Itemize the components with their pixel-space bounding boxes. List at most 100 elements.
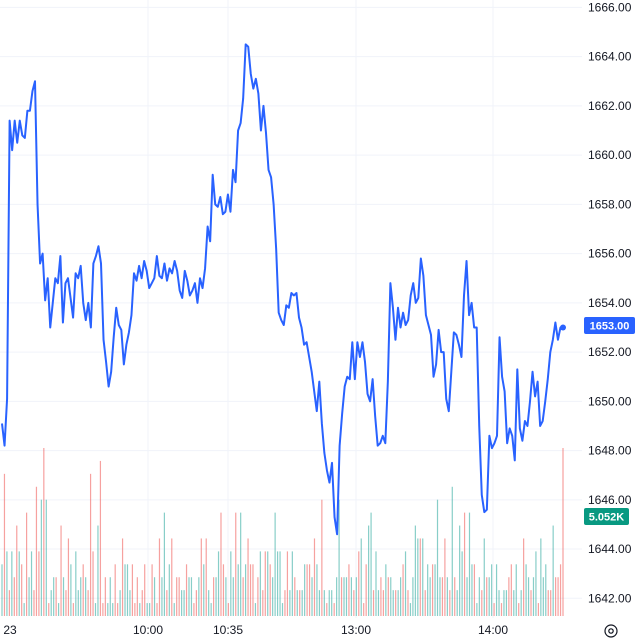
volume-bar	[235, 512, 237, 616]
volume-bar	[247, 538, 249, 616]
volume-bar	[377, 590, 380, 616]
volume-bar	[35, 486, 38, 616]
volume-bar	[323, 590, 325, 616]
volume-bar	[190, 577, 193, 616]
y-tick-label: 1648.00	[588, 444, 632, 458]
volume-bar	[163, 512, 165, 616]
y-tick-label: 1662.00	[588, 99, 632, 113]
volume-bar	[279, 551, 281, 616]
volume-bar	[146, 603, 148, 616]
volume-bar	[104, 577, 106, 616]
volume-bar	[291, 551, 293, 616]
volume-bar	[141, 590, 143, 616]
volume-bar	[252, 564, 254, 616]
volume-bar	[188, 577, 190, 616]
volume-bar	[87, 590, 89, 616]
volume-bar	[454, 577, 456, 616]
volume-bar	[313, 538, 316, 616]
volume-bar	[222, 564, 225, 616]
volume-bar	[264, 551, 266, 616]
volume-bar	[112, 603, 114, 616]
volume-bar	[185, 564, 188, 616]
volume-bar	[205, 538, 207, 616]
volume-bar	[429, 577, 431, 616]
volume-bar	[30, 551, 33, 616]
volume-bar	[424, 590, 426, 616]
volume-bar	[365, 564, 367, 616]
volume-bar	[60, 525, 62, 616]
volume-badge: 5.052K	[584, 508, 629, 525]
volume-bar	[85, 577, 87, 616]
volume-bar	[407, 590, 409, 616]
volume-bar	[446, 577, 448, 616]
volume-badge-text: 5.052K	[589, 512, 625, 524]
volume-bar	[284, 590, 286, 616]
volume-bar	[67, 538, 70, 616]
volume-bar	[486, 577, 488, 616]
volume-bar	[289, 590, 291, 616]
volume-bar	[491, 564, 493, 616]
volume-bar	[126, 564, 129, 616]
volume-bar	[466, 577, 468, 616]
y-tick-label: 1664.00	[588, 50, 632, 64]
volume-bar	[552, 525, 554, 616]
volume-bar	[547, 590, 549, 616]
volume-bar	[338, 499, 340, 616]
volume-bar	[203, 564, 205, 616]
volume-bar	[274, 512, 276, 616]
x-axis[interactable]: 23 10:00 10:35 13:00 14:00	[3, 623, 508, 637]
volume-bar	[286, 551, 289, 616]
volume-bar	[166, 590, 168, 616]
volume-bar	[65, 590, 67, 616]
volume-bar	[404, 551, 407, 616]
volume-bar	[493, 603, 495, 616]
volume-bar	[505, 590, 508, 616]
volume-bar	[220, 512, 222, 616]
volume-bar	[70, 564, 72, 616]
volume-bar	[149, 603, 151, 616]
volume-bar	[57, 603, 60, 616]
volume-bar	[8, 590, 10, 616]
volume-bar	[181, 590, 183, 616]
volume-bar	[107, 603, 109, 616]
volume-bar	[198, 577, 200, 616]
volume-bar	[518, 603, 520, 616]
volume-bar	[156, 603, 158, 616]
volume-bar	[89, 473, 92, 616]
volume-bar	[542, 577, 544, 616]
volume-bar	[515, 564, 517, 616]
volume-bar	[375, 551, 377, 616]
x-tick-label: 23	[3, 623, 17, 637]
volume-bar	[402, 564, 404, 616]
volume-bar	[308, 564, 311, 616]
volume-bar	[372, 590, 375, 616]
volume-bar	[345, 577, 348, 616]
volume-bar	[417, 538, 419, 616]
volume-bar	[343, 577, 345, 616]
volume-bar	[535, 551, 537, 616]
volume-bar	[316, 564, 318, 616]
volume-bar	[53, 577, 55, 616]
volume-bar	[444, 538, 446, 616]
gear-icon[interactable]	[604, 624, 618, 638]
volume-bar	[119, 590, 121, 616]
volume-bar	[178, 577, 180, 616]
volume-bar	[213, 577, 215, 616]
volume-bar	[400, 577, 402, 616]
y-tick-label: 1656.00	[588, 247, 632, 261]
volume-bar	[456, 590, 458, 616]
y-tick-label: 1650.00	[588, 394, 632, 408]
volume-bar	[193, 603, 195, 616]
price-line-layer	[1, 43, 566, 536]
volume-bar	[272, 577, 274, 616]
volume-bar	[139, 603, 141, 616]
volume-bar	[269, 564, 271, 616]
volume-bar	[225, 577, 227, 616]
x-tick-label: 10:00	[133, 623, 163, 637]
y-axis[interactable]: 1642.00 1644.00 1646.00 1648.00 1650.00 1652.…	[588, 0, 632, 605]
volume-bar	[249, 564, 252, 616]
volume-bar	[527, 577, 530, 616]
volume-bar	[18, 551, 20, 616]
